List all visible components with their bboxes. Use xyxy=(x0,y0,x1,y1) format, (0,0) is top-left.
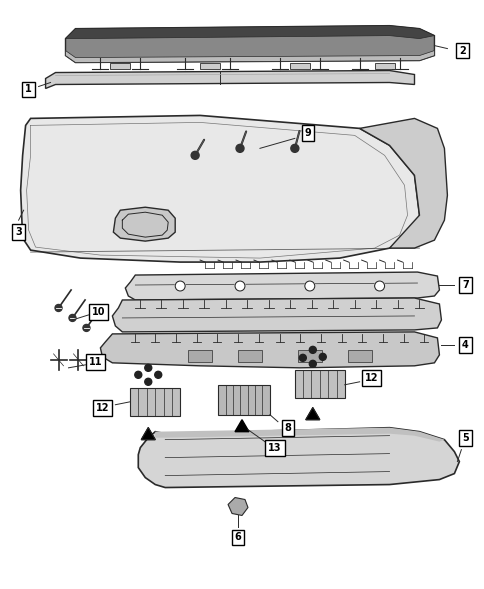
Polygon shape xyxy=(45,71,414,88)
Circle shape xyxy=(83,325,90,332)
Polygon shape xyxy=(65,51,434,62)
Text: 12: 12 xyxy=(95,403,109,413)
Bar xyxy=(218,385,270,415)
Circle shape xyxy=(135,371,141,378)
Polygon shape xyxy=(155,428,443,442)
Circle shape xyxy=(309,346,316,353)
Text: 7: 7 xyxy=(461,280,468,290)
Polygon shape xyxy=(112,298,440,332)
Text: 4: 4 xyxy=(461,340,468,350)
Polygon shape xyxy=(125,272,439,300)
Circle shape xyxy=(299,355,306,361)
Circle shape xyxy=(304,281,314,291)
Text: 9: 9 xyxy=(304,128,311,138)
Text: 11: 11 xyxy=(89,357,102,367)
Circle shape xyxy=(154,371,161,378)
Text: 8: 8 xyxy=(284,423,291,433)
Polygon shape xyxy=(138,428,458,488)
Text: 3: 3 xyxy=(15,227,22,237)
Bar xyxy=(200,62,220,68)
Circle shape xyxy=(235,281,244,291)
Text: 10: 10 xyxy=(91,307,105,317)
Polygon shape xyxy=(141,428,155,439)
Circle shape xyxy=(175,281,185,291)
Circle shape xyxy=(191,151,199,159)
Bar xyxy=(188,350,212,362)
Polygon shape xyxy=(21,115,419,262)
Text: 2: 2 xyxy=(458,45,465,55)
Bar xyxy=(297,350,321,362)
Polygon shape xyxy=(65,26,434,39)
Circle shape xyxy=(145,378,151,385)
Polygon shape xyxy=(235,420,248,432)
Bar xyxy=(238,350,261,362)
Bar xyxy=(110,62,130,68)
Polygon shape xyxy=(227,498,247,515)
Circle shape xyxy=(318,353,326,360)
Circle shape xyxy=(145,365,151,371)
Circle shape xyxy=(69,315,76,322)
Bar xyxy=(347,350,371,362)
Polygon shape xyxy=(305,408,319,420)
Bar xyxy=(294,370,344,398)
Polygon shape xyxy=(65,26,434,62)
Text: 5: 5 xyxy=(461,433,468,443)
Bar xyxy=(130,388,180,416)
Text: 1: 1 xyxy=(25,84,32,94)
Text: 13: 13 xyxy=(268,443,281,452)
Circle shape xyxy=(236,144,243,153)
Circle shape xyxy=(290,144,298,153)
Bar xyxy=(289,62,309,68)
Circle shape xyxy=(55,305,62,312)
Polygon shape xyxy=(100,332,439,368)
Polygon shape xyxy=(359,118,446,248)
Text: 6: 6 xyxy=(234,532,241,542)
Text: 12: 12 xyxy=(364,373,378,383)
Bar xyxy=(374,62,394,68)
Circle shape xyxy=(374,281,384,291)
Circle shape xyxy=(309,360,316,368)
Polygon shape xyxy=(113,207,175,241)
